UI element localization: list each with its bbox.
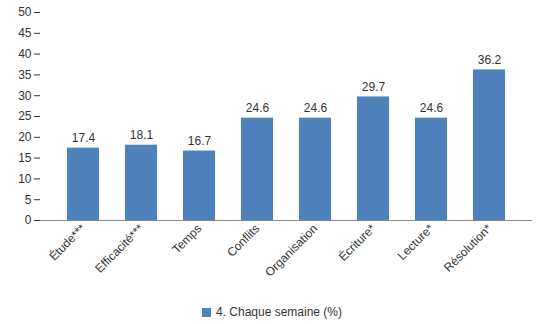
svg-text:25: 25	[18, 109, 32, 123]
svg-text:Conflits: Conflits	[224, 221, 262, 259]
svg-text:Étude***: Étude***	[46, 221, 89, 264]
svg-text:10: 10	[18, 172, 32, 186]
svg-text:24.6: 24.6	[304, 101, 328, 115]
svg-text:35: 35	[18, 68, 32, 82]
svg-text:18.1: 18.1	[130, 128, 154, 142]
svg-text:15: 15	[18, 151, 32, 165]
svg-text:50: 50	[18, 5, 32, 19]
svg-text:29.7: 29.7	[362, 80, 386, 94]
svg-text:Écriture*: Écriture*	[335, 220, 378, 263]
svg-text:17.4: 17.4	[72, 131, 96, 145]
svg-text:30: 30	[18, 89, 32, 103]
svg-text:20: 20	[18, 130, 32, 144]
svg-text:Temps: Temps	[169, 221, 204, 256]
svg-text:Lecture*: Lecture*	[395, 221, 437, 263]
svg-text:24.6: 24.6	[420, 101, 444, 115]
svg-text:36.2: 36.2	[478, 53, 502, 67]
svg-text:Organisation: Organisation	[262, 221, 320, 279]
svg-text:Efficacité***: Efficacité***	[92, 221, 146, 275]
html-text:4. Chaque semaine (%): 4. Chaque semaine (%)	[216, 305, 342, 319]
svg-text:40: 40	[18, 47, 32, 61]
svg-text:16.7: 16.7	[188, 134, 212, 148]
svg-text:24.6: 24.6	[246, 101, 270, 115]
svg-text:45: 45	[18, 26, 32, 40]
svg-text:Résolution*: Résolution*	[441, 221, 495, 275]
svg-text:0: 0	[25, 213, 32, 227]
svg-text:5: 5	[25, 193, 32, 207]
